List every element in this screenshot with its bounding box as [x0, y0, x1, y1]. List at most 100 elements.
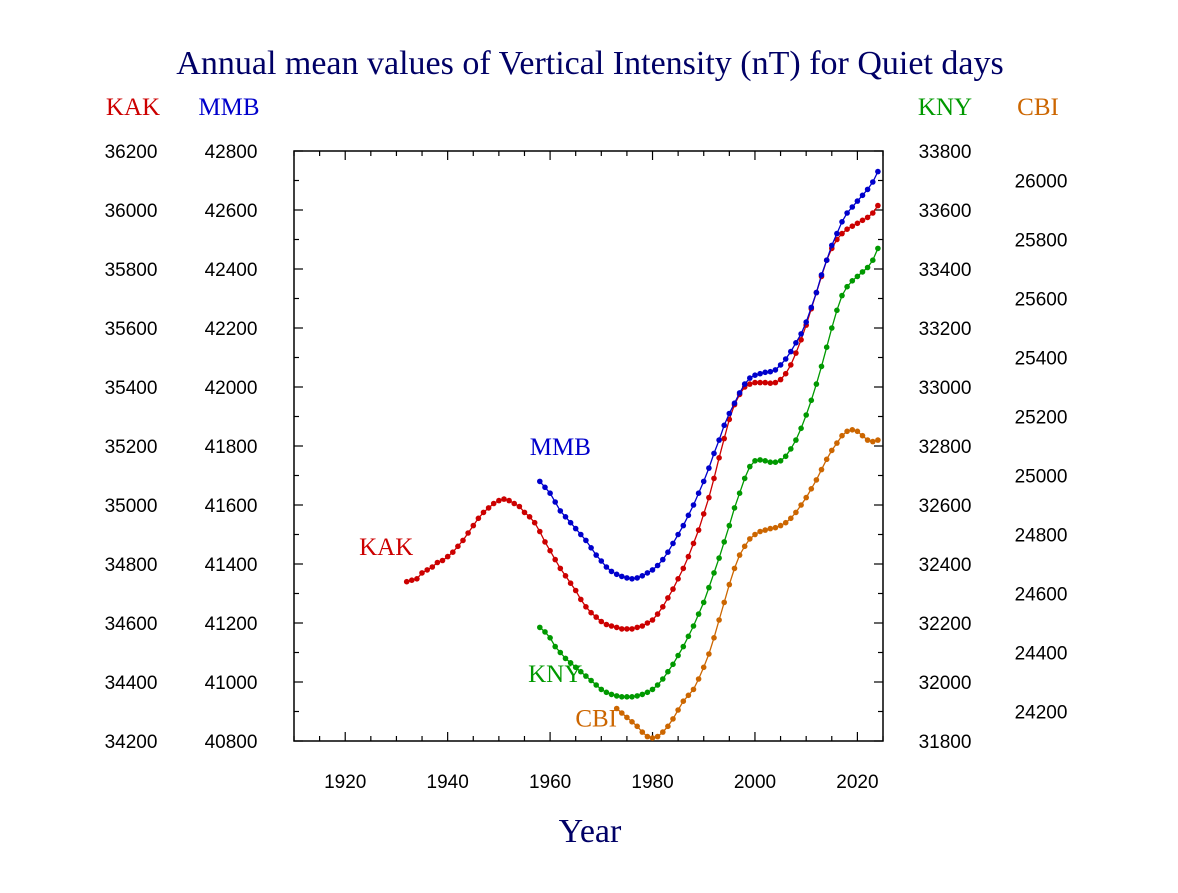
point-cbi: [854, 428, 861, 435]
point-mmb: [834, 230, 840, 237]
kak-tick-label: 34200: [105, 732, 158, 753]
point-mmb: [690, 502, 697, 508]
point-kak: [624, 626, 630, 632]
point-cbi: [680, 698, 687, 704]
mmb-tick-label: 42800: [205, 142, 258, 163]
cbi-tick-label: 25400: [1015, 349, 1068, 370]
point-kny: [562, 655, 569, 662]
point-kak: [654, 611, 661, 617]
axis-label-kak: KAK: [106, 94, 160, 121]
kak-tick-label: 34400: [105, 673, 158, 694]
mmb-tick-label: 42200: [205, 319, 258, 340]
x-tick-label: 1920: [324, 772, 366, 793]
point-kak: [572, 587, 579, 594]
point-mmb: [542, 484, 548, 491]
point-kak: [419, 570, 425, 576]
point-cbi: [665, 723, 671, 730]
point-cbi: [649, 735, 656, 741]
point-kak: [526, 514, 533, 520]
point-kak: [547, 547, 553, 554]
cbi-tick-label: 24400: [1015, 644, 1068, 665]
mmb-tick-label: 41200: [205, 614, 258, 635]
point-kak: [557, 565, 564, 572]
point-cbi: [716, 617, 722, 623]
kak-tick-label: 35000: [105, 496, 158, 517]
point-kny: [700, 599, 707, 606]
cbi-tick-label: 25000: [1015, 467, 1068, 488]
point-kak: [460, 537, 466, 544]
kny-tick-label: 33400: [919, 260, 972, 281]
point-mmb: [619, 573, 625, 580]
point-cbi: [808, 486, 815, 492]
point-kny: [644, 689, 651, 696]
point-mmb: [644, 570, 651, 576]
mmb-tick-label: 42400: [205, 260, 258, 281]
series-kak: [403, 202, 881, 632]
point-kny: [731, 505, 738, 511]
point-kak: [700, 511, 707, 517]
point-kny: [593, 682, 599, 688]
point-kak: [480, 509, 487, 516]
point-kak: [844, 226, 850, 232]
point-cbi: [762, 527, 768, 533]
point-kak: [859, 217, 866, 224]
point-cbi: [752, 531, 758, 538]
point-kak: [839, 230, 845, 237]
point-kak: [777, 376, 784, 383]
point-kny: [613, 693, 620, 699]
point-cbi: [813, 477, 820, 483]
point-kny: [834, 307, 840, 314]
point-mmb: [854, 198, 861, 204]
point-cbi: [839, 432, 845, 439]
mmb-tick-label: 41800: [205, 437, 258, 458]
point-kak: [552, 556, 558, 563]
series-mmb: [537, 168, 881, 582]
point-cbi: [772, 524, 779, 531]
point-mmb: [685, 512, 692, 519]
point-cbi: [644, 733, 651, 740]
point-kny: [542, 629, 548, 635]
point-kny: [844, 283, 850, 290]
point-mmb: [711, 450, 717, 457]
series-annotation-kny: KNY: [528, 661, 582, 688]
point-kak: [644, 620, 651, 626]
kny-tick-label: 32400: [919, 555, 972, 576]
point-kak: [752, 379, 758, 386]
point-kny: [762, 458, 768, 464]
kny-tick-label: 33200: [919, 319, 972, 340]
point-kny: [859, 269, 866, 275]
kak-tick-label: 36200: [105, 142, 158, 163]
point-kak: [788, 362, 794, 368]
point-mmb: [552, 499, 558, 505]
point-mmb: [870, 179, 876, 185]
point-cbi: [829, 447, 835, 454]
point-kak: [439, 557, 446, 564]
point-cbi: [849, 427, 856, 433]
point-kak: [864, 214, 871, 221]
kny-tick-label: 32200: [919, 614, 972, 635]
cbi-tick-label: 25800: [1015, 231, 1068, 252]
cbi-tick-label: 25600: [1015, 290, 1068, 311]
point-kny: [711, 570, 717, 576]
point-kny: [675, 652, 681, 659]
axis-label-kny: KNY: [918, 94, 972, 121]
point-kny: [665, 668, 671, 675]
point-cbi: [685, 692, 692, 699]
point-kny: [798, 425, 804, 432]
point-mmb: [695, 490, 702, 497]
point-kak: [721, 435, 727, 442]
point-kak: [490, 500, 497, 507]
x-tick-label: 1960: [529, 772, 571, 793]
point-kak: [639, 623, 646, 629]
point-mmb: [537, 478, 543, 485]
point-mmb: [849, 204, 856, 210]
point-mmb: [593, 552, 599, 558]
point-kny: [823, 344, 830, 351]
point-mmb: [680, 522, 687, 529]
point-kny: [537, 624, 543, 631]
series-annotation-mmb: MMB: [530, 434, 591, 461]
point-cbi: [654, 733, 661, 740]
point-kak: [665, 595, 671, 601]
point-kny: [572, 664, 579, 671]
point-mmb: [798, 331, 804, 337]
